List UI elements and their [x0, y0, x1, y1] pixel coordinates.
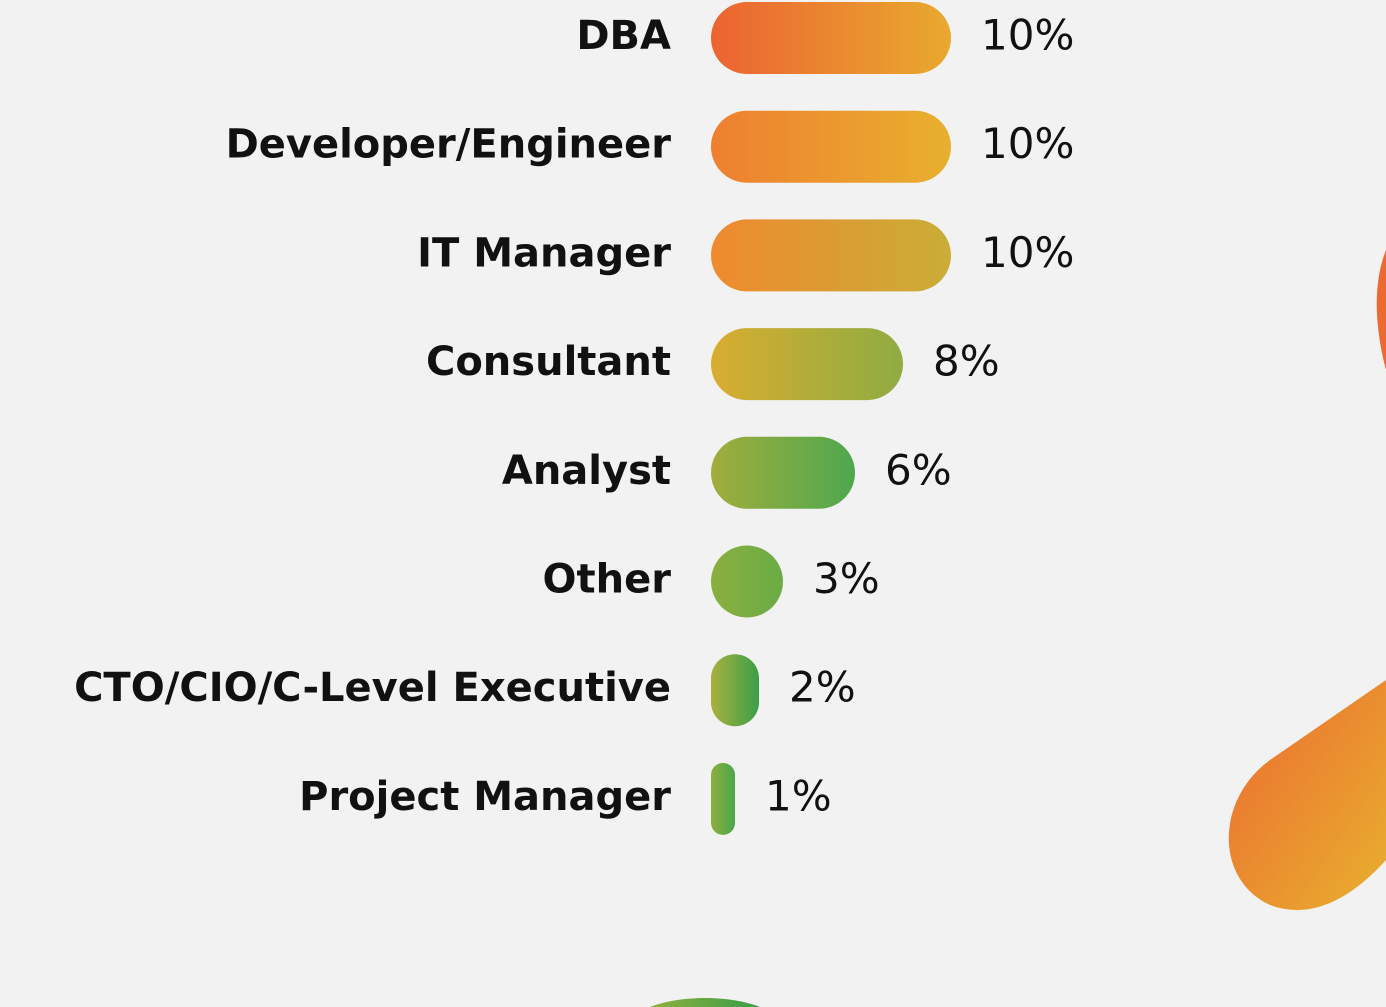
category-label: Project Manager: [299, 774, 671, 820]
category-label: Other: [543, 557, 672, 603]
decoration: [1377, 250, 1386, 370]
value-label: 1%: [765, 771, 832, 820]
category-label: Developer/Engineer: [226, 122, 672, 168]
bar: [711, 437, 855, 509]
bar: [711, 219, 951, 291]
category-label: CTO/CIO/C-Level Executive: [74, 665, 671, 711]
bar: [711, 763, 735, 835]
value-label: 10%: [981, 11, 1074, 60]
value-label: 10%: [981, 119, 1074, 168]
value-label: 2%: [789, 663, 856, 712]
value-label: 6%: [885, 445, 952, 494]
category-label: Analyst: [502, 448, 671, 494]
decoration: [1229, 680, 1386, 910]
bar: [711, 654, 759, 726]
value-label: 3%: [813, 554, 880, 603]
bar: [711, 328, 903, 400]
bar: [711, 111, 951, 183]
value-label: 10%: [981, 228, 1074, 277]
category-label: Consultant: [426, 339, 671, 385]
bar: [711, 2, 951, 74]
category-label: IT Manager: [417, 230, 671, 276]
bar: [711, 546, 783, 618]
category-label: DBA: [576, 13, 671, 59]
decoration: [650, 998, 760, 1007]
value-label: 8%: [933, 337, 1000, 386]
